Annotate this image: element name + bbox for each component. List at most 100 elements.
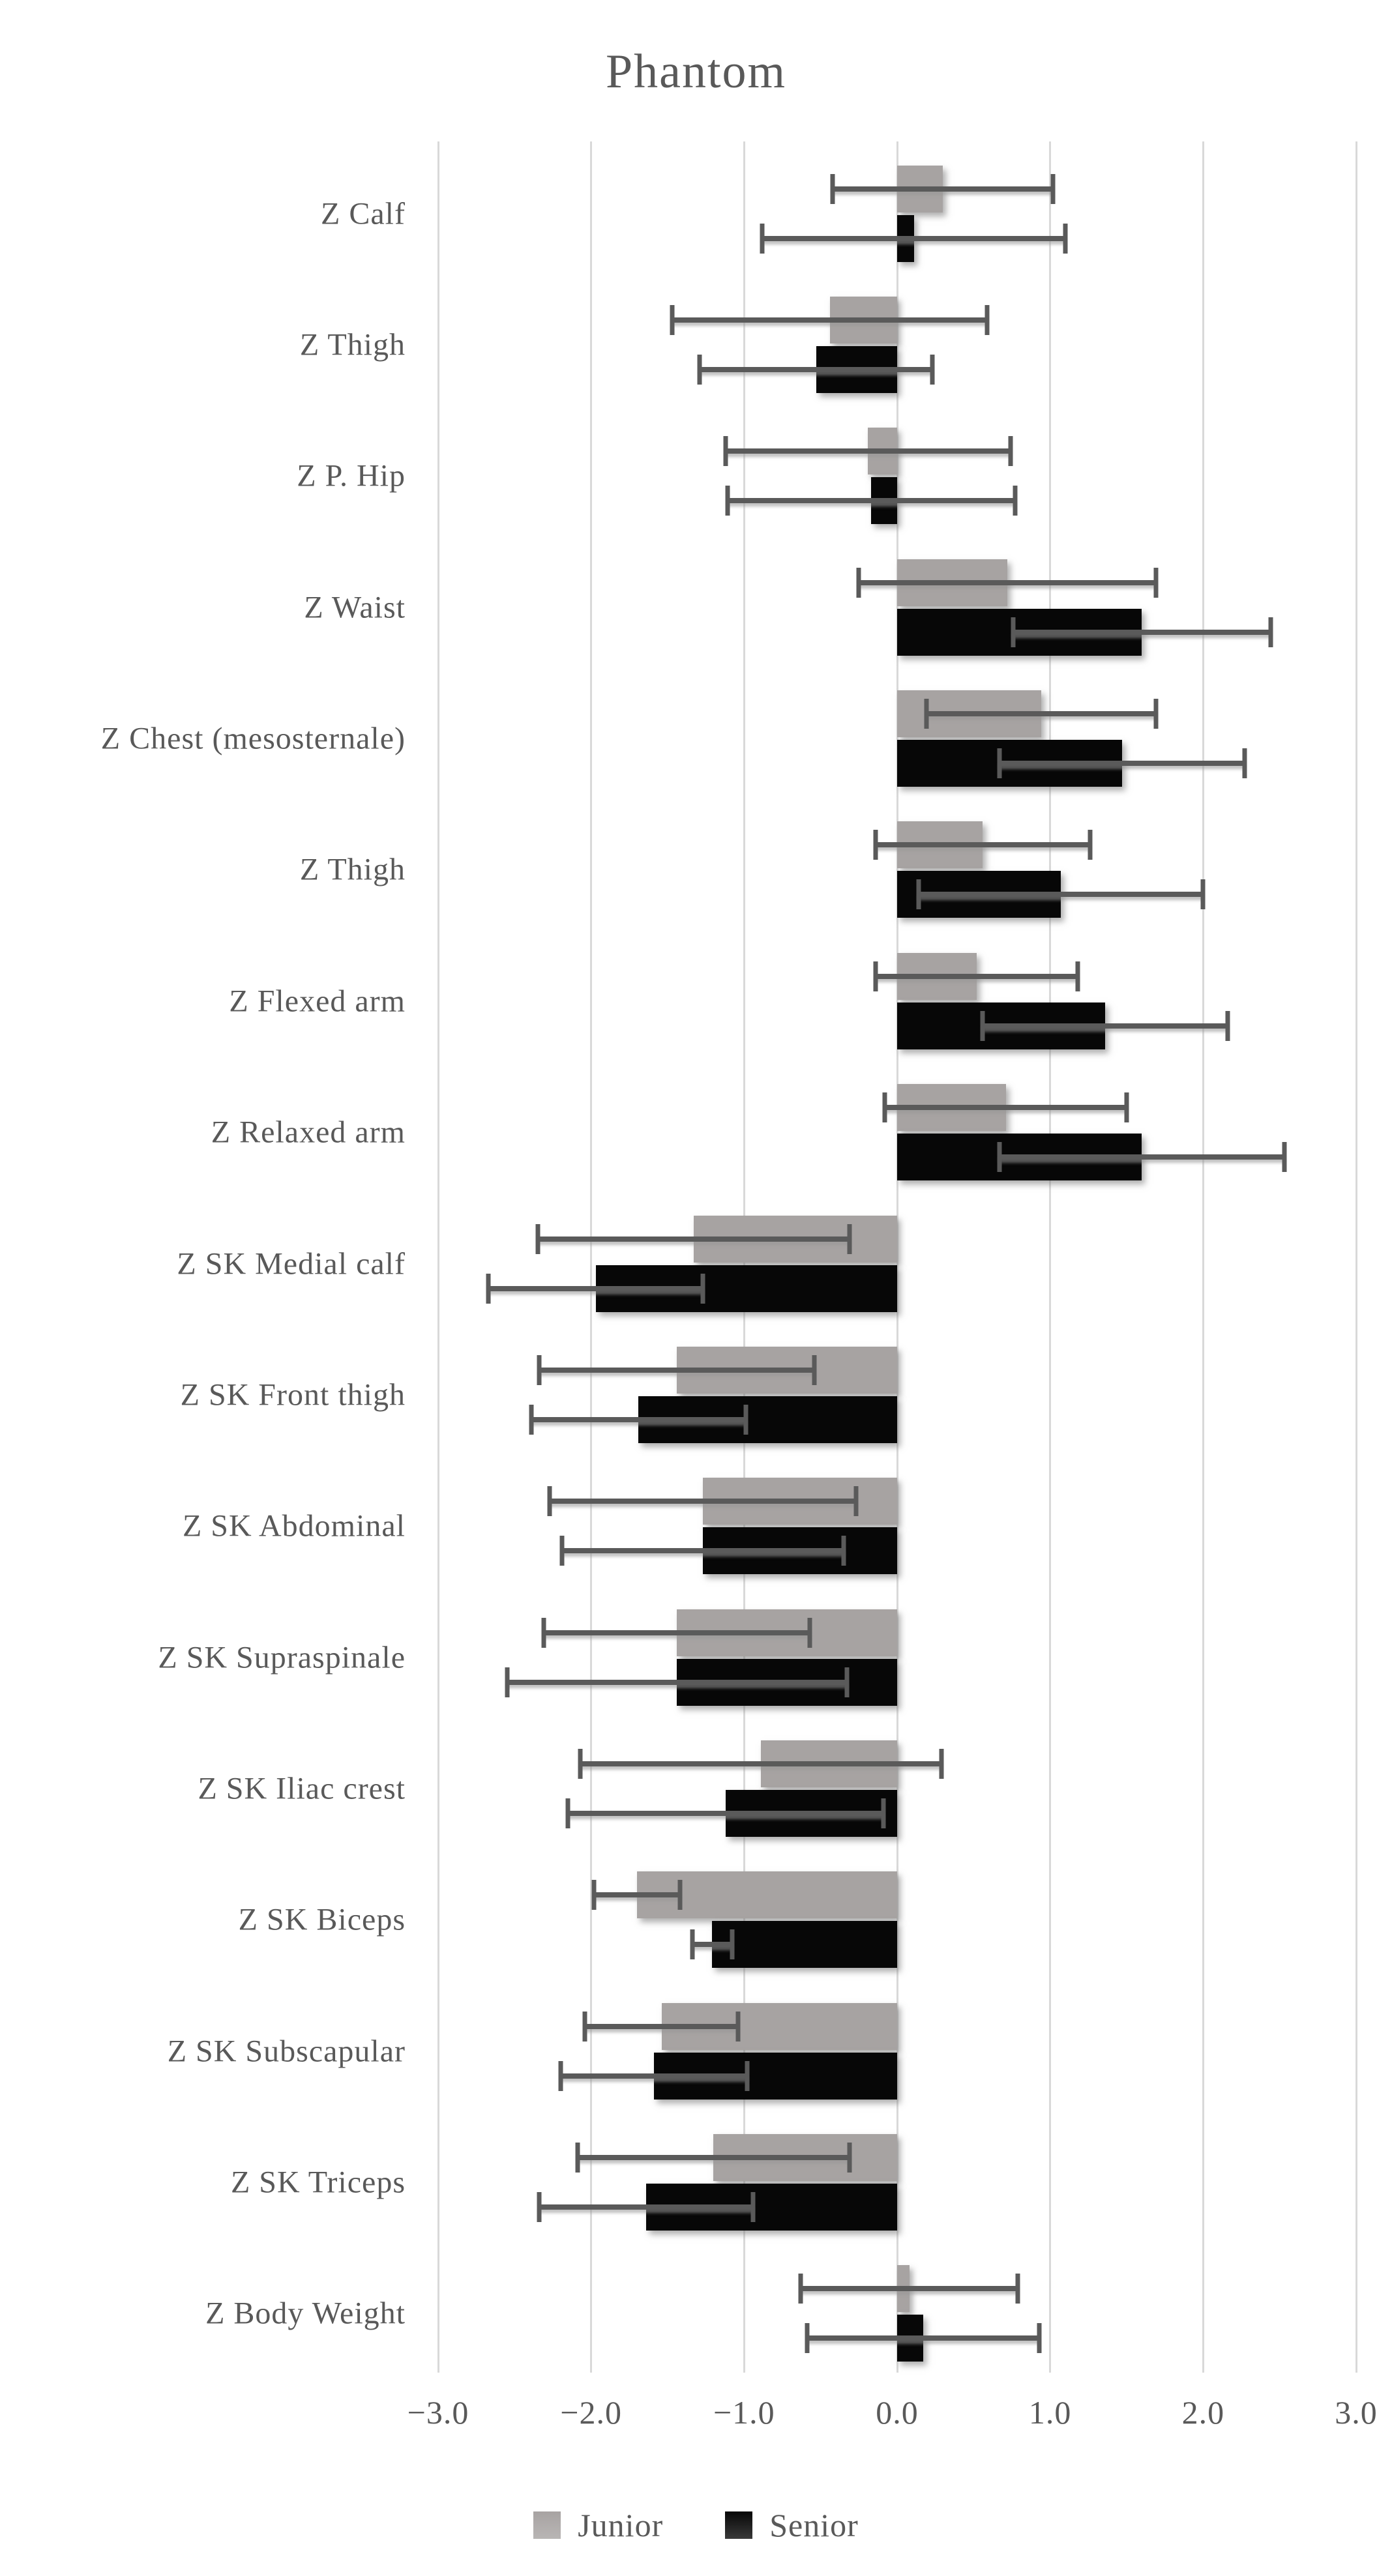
error-bar-cap (1225, 1010, 1230, 1041)
error-bar-senior (1000, 1154, 1284, 1160)
category-label: Z Flexed arm (229, 984, 406, 1019)
error-bar-cap (1015, 2274, 1020, 2304)
legend-item-senior: Senior (725, 2506, 859, 2544)
error-bar-junior (594, 1892, 680, 1898)
error-bar-cap (505, 1667, 510, 1697)
error-bar-cap (1282, 1142, 1287, 1173)
error-bar-cap (730, 1929, 735, 1960)
category-label: Z SK Subscapular (167, 2034, 406, 2069)
error-bar-junior (543, 1630, 810, 1635)
category-label: Z SK Triceps (230, 2165, 406, 2200)
error-bar-cap (582, 2011, 587, 2042)
error-bar-junior (833, 186, 1054, 192)
error-bar-cap (882, 1092, 887, 1123)
category-label: Z SK Supraspinale (158, 1640, 406, 1675)
error-bar-cap (1037, 2323, 1042, 2354)
error-bar-cap (847, 2142, 852, 2173)
error-bar-cap (1050, 173, 1056, 204)
error-bar-cap (873, 961, 878, 991)
x-tick-label: −2.0 (560, 2394, 623, 2431)
error-bar-cap (565, 1798, 570, 1828)
error-bar-senior (539, 2204, 754, 2210)
error-bar-cap (1013, 486, 1018, 516)
error-bar-junior (585, 2023, 738, 2029)
chart-title: Phantom (605, 45, 787, 98)
error-bar-cap (997, 748, 1002, 779)
error-bar-cap (853, 1486, 859, 1517)
error-bar-senior (568, 1810, 883, 1816)
error-bar-cap (723, 436, 728, 467)
error-bar-cap (1075, 961, 1080, 991)
error-bar-cap (743, 1404, 748, 1435)
error-bar-junior (876, 973, 1078, 979)
error-bar-senior (692, 1942, 732, 1948)
error-bar-cap (847, 1223, 852, 1254)
error-bar-junior (672, 317, 988, 323)
category-label: Z Thigh (299, 852, 406, 887)
x-tick-label: 1.0 (1028, 2394, 1072, 2431)
error-bar-cap (547, 1486, 552, 1517)
error-bar-cap (812, 1354, 817, 1385)
error-bar-cap (697, 355, 702, 385)
error-bar-cap (541, 1617, 546, 1648)
error-bar-cap (735, 2011, 741, 2042)
error-bar-cap (1124, 1092, 1129, 1123)
error-bar-senior (488, 1285, 703, 1291)
category-label: Z Thigh (299, 327, 406, 362)
error-bar-cap (559, 1536, 565, 1566)
error-bar-cap (980, 1010, 985, 1041)
error-bar-senior (560, 2073, 747, 2079)
error-bar-cap (591, 1880, 597, 1910)
category-label: Z Waist (304, 590, 406, 625)
error-bar-cap (575, 2142, 580, 2173)
error-bar-junior (926, 711, 1156, 717)
error-bar-cap (930, 355, 935, 385)
error-bar-cap (1088, 830, 1093, 860)
error-bar-cap (537, 2191, 542, 2222)
error-bar-cap (725, 486, 730, 516)
error-bar-junior (550, 1499, 856, 1504)
x-tick-label: −3.0 (407, 2394, 469, 2431)
legend-label: Junior (578, 2507, 664, 2543)
error-bar-senior (727, 498, 1015, 504)
error-bar-cap (916, 879, 921, 910)
error-bar-cap (939, 1748, 944, 1779)
error-bar-cap (924, 699, 929, 729)
legend-label: Senior (769, 2507, 859, 2543)
category-label: Z SK Biceps (238, 1902, 406, 1937)
error-bar-junior (876, 842, 1090, 848)
error-bar-cap (798, 2274, 803, 2304)
bar-senior (712, 1921, 897, 1969)
category-label: Z Relaxed arm (211, 1115, 406, 1150)
error-bar-cap (760, 223, 765, 254)
error-bar-cap (1268, 617, 1273, 647)
category-label: Z SK Front thigh (180, 1377, 406, 1412)
error-bar-senior (562, 1548, 844, 1554)
legend-item-junior: Junior (533, 2506, 663, 2544)
gridline (437, 141, 439, 2373)
error-bar-cap (856, 567, 861, 598)
error-bar-cap (537, 1354, 542, 1385)
error-bar-senior (507, 1679, 847, 1685)
error-bar-cap (677, 1880, 683, 1910)
error-bar-senior (918, 892, 1204, 898)
error-bar-junior (580, 1761, 942, 1766)
error-bar-cap (1008, 436, 1013, 467)
error-bar-junior (537, 1236, 850, 1242)
error-bar-cap (881, 1798, 886, 1828)
x-tick-label: 0.0 (876, 2394, 919, 2431)
error-bar-cap (745, 2060, 750, 2091)
x-tick-label: 3.0 (1335, 2394, 1378, 2431)
error-bar-senior (762, 235, 1066, 241)
x-tick-label: −1.0 (713, 2394, 775, 2431)
error-bar-cap (558, 2060, 563, 2091)
error-bar-cap (535, 1223, 541, 1254)
error-bar-junior (577, 2154, 850, 2160)
error-bar-cap (670, 305, 675, 336)
error-bar-junior (801, 2286, 1018, 2292)
category-label: Z Body Weight (205, 2296, 406, 2331)
x-tick-label: 2.0 (1181, 2394, 1225, 2431)
category-label: Z SK Iliac crest (198, 1771, 406, 1806)
error-bar-cap (1011, 617, 1016, 647)
error-bar-cap (873, 830, 878, 860)
